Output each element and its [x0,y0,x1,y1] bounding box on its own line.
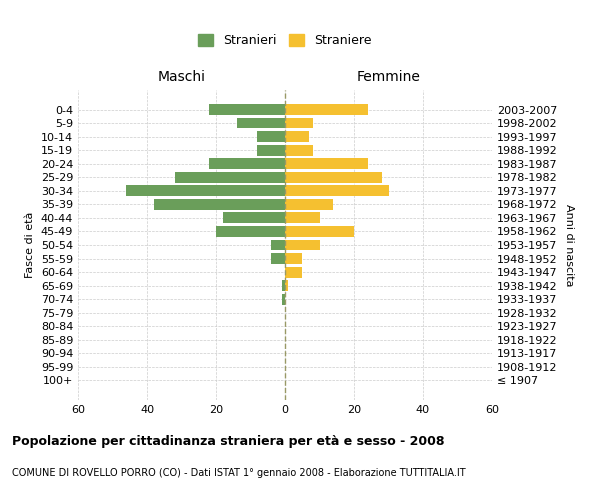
Y-axis label: Anni di nascita: Anni di nascita [564,204,574,286]
Bar [285,131,309,142]
Bar [285,240,320,250]
Text: Maschi: Maschi [157,70,205,84]
Bar [285,172,382,182]
Y-axis label: Fasce di età: Fasce di età [25,212,35,278]
Bar [223,212,285,224]
Text: Femmine: Femmine [356,70,421,84]
Legend: Stranieri, Straniere: Stranieri, Straniere [198,34,372,48]
Bar [271,253,285,264]
Bar [175,172,285,182]
Bar [285,158,368,169]
Bar [285,212,320,224]
Text: Popolazione per cittadinanza straniera per età e sesso - 2008: Popolazione per cittadinanza straniera p… [12,435,445,448]
Bar [285,280,289,291]
Bar [216,226,285,237]
Bar [285,104,368,115]
Text: COMUNE DI ROVELLO PORRO (CO) - Dati ISTAT 1° gennaio 2008 - Elaborazione TUTTITA: COMUNE DI ROVELLO PORRO (CO) - Dati ISTA… [12,468,466,477]
Bar [209,104,285,115]
Bar [285,226,354,237]
Bar [237,118,285,128]
Bar [285,144,313,156]
Bar [285,253,302,264]
Bar [154,199,285,210]
Bar [285,266,302,278]
Bar [285,118,313,128]
Bar [127,186,285,196]
Bar [271,240,285,250]
Bar [281,294,285,304]
Bar [285,186,389,196]
Bar [257,144,285,156]
Bar [281,280,285,291]
Bar [285,199,334,210]
Bar [209,158,285,169]
Bar [257,131,285,142]
